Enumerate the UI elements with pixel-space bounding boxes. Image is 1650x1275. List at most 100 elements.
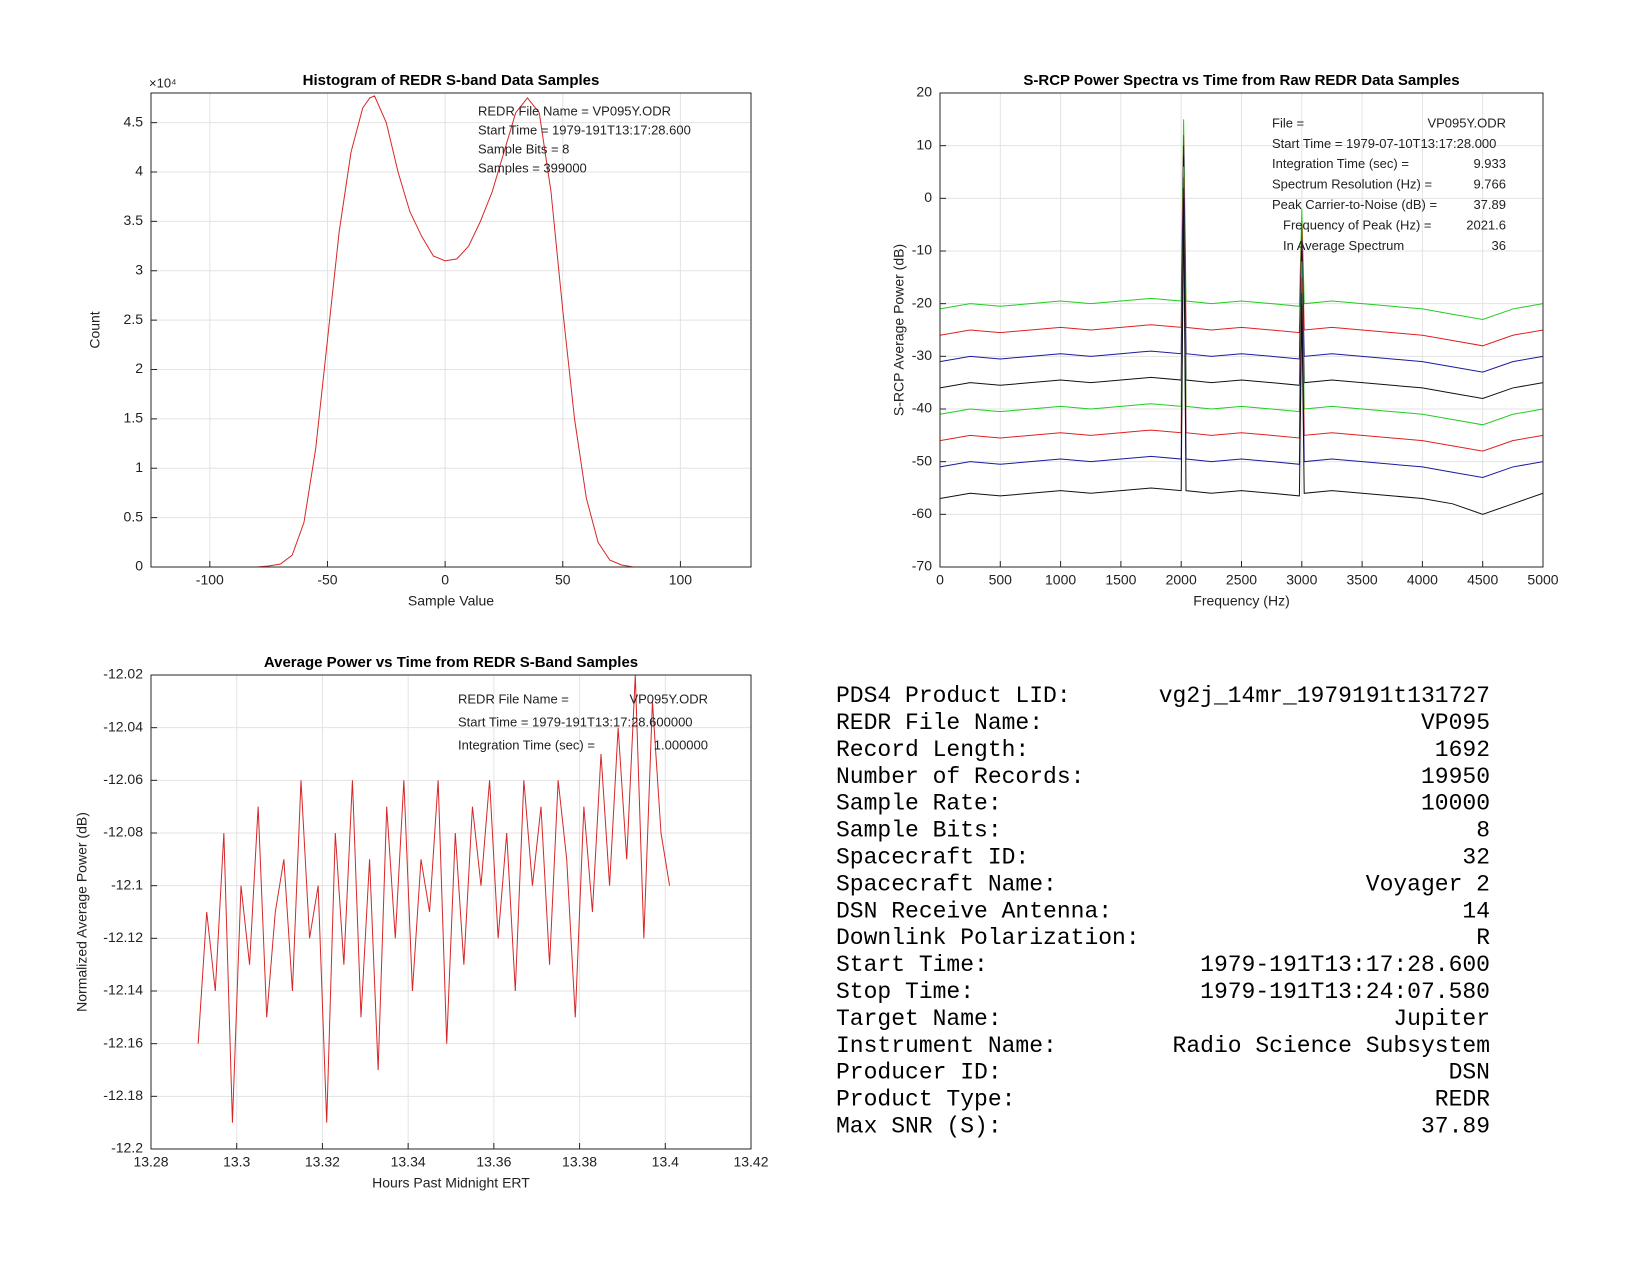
- info-value: Jupiter: [1393, 1006, 1490, 1032]
- y-tick-label: -12.08: [103, 824, 143, 840]
- y-tick-label: 3: [135, 261, 143, 277]
- info-label: Spacecraft Name:: [836, 871, 1057, 897]
- y-tick-label: -50: [912, 452, 932, 468]
- y-tick-label: 2: [135, 360, 143, 376]
- y-tick-label: -20: [912, 294, 932, 310]
- x-tick-label: 13.32: [305, 1154, 340, 1170]
- x-tick-label: 0: [936, 572, 944, 588]
- info-value: Radio Science Subsystem: [1173, 1033, 1490, 1059]
- x-tick-label: 4500: [1467, 572, 1498, 588]
- annotation-value: 9.766: [1473, 177, 1506, 192]
- annotation-value: 36: [1492, 238, 1506, 253]
- data-line: [939, 166, 1544, 426]
- annotation-value: VP095Y.ODR: [629, 691, 708, 706]
- y-tick-label: -40: [912, 400, 932, 416]
- y-tick-label: -70: [912, 558, 932, 574]
- y-tick-label: -12.04: [103, 718, 143, 734]
- chart-title: S-RCP Power Spectra vs Time from Raw RED…: [1023, 72, 1459, 89]
- y-tick-label: 20: [916, 84, 932, 100]
- y-tick-label: -12.12: [103, 929, 143, 945]
- y-multiplier: ×10⁴: [149, 75, 177, 90]
- data-line: [939, 187, 1544, 478]
- y-tick-label: -12.2: [111, 1140, 143, 1156]
- y-tick-label: 0: [924, 189, 932, 205]
- annotation-label: Start Time = 1979-191T13:17:28.600000: [458, 714, 693, 729]
- x-tick-label: 13.4: [652, 1154, 679, 1170]
- x-tick-label: 2000: [1166, 572, 1197, 588]
- info-label: Sample Bits:: [836, 818, 1002, 844]
- info-label: REDR File Name:: [836, 710, 1043, 736]
- y-tick-label: -12.06: [103, 771, 143, 787]
- y-tick-label: 2.5: [124, 311, 144, 327]
- x-tick-label: 2500: [1226, 572, 1257, 588]
- y-tick-label: 1.5: [124, 410, 144, 426]
- info-value: Voyager 2: [1366, 871, 1490, 897]
- x-tick-label: 13.36: [476, 1154, 511, 1170]
- x-tick-label: 100: [669, 572, 693, 588]
- info-value: R: [1476, 925, 1490, 951]
- annotation-label: Integration Time (sec) =: [1272, 156, 1409, 171]
- x-tick-label: -100: [196, 572, 224, 588]
- info-label: PDS4 Product LID:: [836, 683, 1071, 709]
- axes-frame: [150, 92, 752, 568]
- y-tick-label: -12.1: [111, 876, 143, 892]
- info-label: Instrument Name:: [836, 1033, 1057, 1059]
- y-tick-label: 0: [135, 558, 143, 574]
- annotation: Sample Bits = 8: [478, 141, 569, 156]
- x-tick-label: 13.38: [562, 1154, 597, 1170]
- info-label: Target Name:: [836, 1006, 1002, 1032]
- annotation-label: Integration Time (sec) =: [458, 737, 595, 752]
- info-label: Sample Rate:: [836, 791, 1002, 817]
- annotation-label: Peak Carrier-to-Noise (dB) =: [1272, 197, 1437, 212]
- y-tick-label: -30: [912, 347, 932, 363]
- info-value: 1692: [1435, 737, 1490, 763]
- chart-title: Histogram of REDR S-band Data Samples: [303, 72, 600, 89]
- y-axis-label: Count: [87, 311, 103, 348]
- data-line: [939, 198, 1544, 515]
- y-tick-label: 10: [916, 136, 932, 152]
- y-axis-label: Normalized Average Power (dB): [74, 812, 90, 1012]
- info-label: Spacecraft ID:: [836, 844, 1029, 870]
- annotation-value: 37.89: [1473, 197, 1506, 212]
- data-line: [245, 95, 646, 568]
- annotation: Samples = 399000: [478, 160, 587, 175]
- annotation: REDR File Name = VP095Y.ODR: [478, 103, 671, 118]
- info-label: Stop Time:: [836, 979, 974, 1005]
- info-label: Max SNR (S):: [836, 1113, 1002, 1139]
- info-value: 14: [1462, 898, 1490, 924]
- info-label: DSN Receive Antenna:: [836, 898, 1112, 924]
- info-value: 32: [1462, 844, 1490, 870]
- plot-area: [151, 93, 751, 567]
- info-label: Product Type:: [836, 1087, 1015, 1113]
- annotation-label: File =: [1272, 115, 1304, 130]
- info-value: DSN: [1449, 1060, 1490, 1086]
- info-value: 1979-191T13:24:07.580: [1200, 979, 1490, 1005]
- info-value: 10000: [1421, 791, 1490, 817]
- info-value: VP095: [1421, 710, 1490, 736]
- data-line: [939, 119, 1544, 320]
- info-value: vg2j_14mr_1979191t131727: [1159, 683, 1490, 709]
- info-value: 19950: [1421, 764, 1490, 790]
- y-tick-label: -10: [912, 242, 932, 258]
- x-tick-label: 0: [441, 572, 449, 588]
- y-tick-label: 4.5: [124, 113, 144, 129]
- data-line: [197, 674, 671, 1123]
- x-tick-label: 1000: [1045, 572, 1076, 588]
- x-tick-label: 13.42: [733, 1154, 768, 1170]
- y-tick-label: 3.5: [124, 212, 144, 228]
- y-tick-label: -12.02: [103, 666, 143, 682]
- annotation-value: VP095Y.ODR: [1427, 115, 1506, 130]
- x-axis-label: Hours Past Midnight ERT: [372, 1175, 530, 1191]
- info-value: 8: [1476, 818, 1490, 844]
- y-tick-label: 4: [135, 163, 143, 179]
- x-tick-label: 500: [989, 572, 1013, 588]
- annotation-label: Start Time = 1979-07-10T13:17:28.000: [1272, 136, 1496, 151]
- chart-title: Average Power vs Time from REDR S-Band S…: [264, 654, 638, 671]
- x-tick-label: 13.3: [223, 1154, 250, 1170]
- info-label: Producer ID:: [836, 1060, 1002, 1086]
- info-label: Start Time:: [836, 952, 988, 978]
- x-axis-label: Sample Value: [408, 593, 494, 609]
- x-tick-label: 13.34: [391, 1154, 426, 1170]
